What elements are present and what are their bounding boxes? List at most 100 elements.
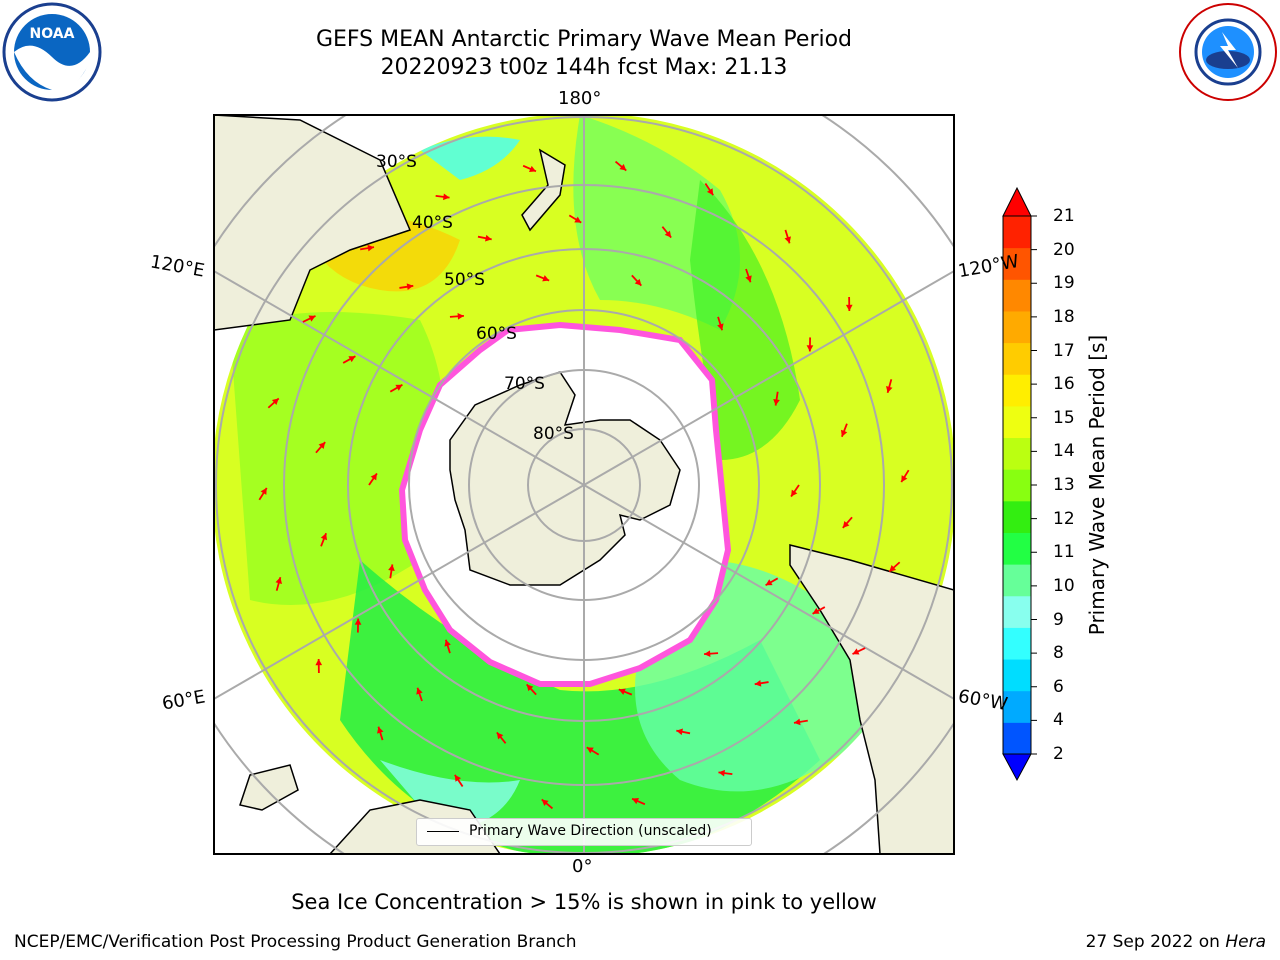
wave-period-band — [230, 312, 445, 605]
wave-arrow-head — [889, 564, 897, 572]
wave-arrow-head — [367, 244, 375, 252]
wave-arrow-head — [406, 283, 414, 291]
wave-arrow-head — [574, 216, 582, 223]
wave-arrow-head — [528, 165, 536, 172]
legend-line-swatch — [427, 831, 459, 832]
wave-arrow-head — [717, 323, 724, 331]
wave-arrow-head — [308, 315, 316, 322]
colorbar-bin — [1003, 500, 1031, 533]
colorbar-tick-label: 10 — [1053, 575, 1075, 596]
nws-logo — [1179, 3, 1277, 101]
colorbar-tick-label: 19 — [1053, 273, 1075, 294]
colorbar-bin — [1003, 690, 1031, 723]
wave-arrow-head — [318, 442, 326, 449]
wave-arrow-head — [541, 799, 549, 806]
wave-arrow-head — [260, 487, 267, 495]
colorbar-bin — [1003, 216, 1031, 249]
wave-arrow-head — [388, 564, 395, 572]
wave-arrow-head — [754, 679, 762, 687]
lat-label-60s: 60°S — [476, 324, 517, 344]
colorbar-tick-label: 14 — [1053, 441, 1075, 462]
wave-arrow-head — [586, 747, 594, 754]
wave-arrow-head — [454, 774, 462, 782]
wave-arrow-head — [320, 533, 328, 541]
wave-arrow-head — [632, 798, 640, 805]
wave-arrow-head — [886, 386, 893, 393]
footer-credit: NCEP/EMC/Verification Post Processing Pr… — [14, 932, 577, 952]
wave-arrow-head — [354, 618, 362, 625]
wave-arrow-head — [765, 579, 773, 586]
colorbar-tick-label: 18 — [1053, 306, 1075, 327]
wave-arrow-head — [718, 769, 725, 777]
wave-arrow-head — [485, 234, 492, 242]
wave-period-band — [690, 180, 800, 460]
colorbar-tick-label: 17 — [1053, 340, 1075, 361]
colorbar-tick-label: 4 — [1053, 710, 1064, 731]
colorbar-bin — [1003, 342, 1031, 375]
footer-machine: Hera — [1225, 932, 1266, 952]
wave-arrow-head — [496, 732, 504, 740]
colorbar-tick-label: 9 — [1053, 609, 1064, 630]
map-legend: Primary Wave Direction (unscaled) — [416, 818, 752, 846]
footer-date-text: 27 Sep 2022 on — [1085, 932, 1226, 952]
wave-arrow-head — [370, 473, 377, 481]
colorbar-bin — [1003, 247, 1031, 280]
colorbar-tick-label: 2 — [1053, 744, 1064, 764]
colorbar-bin — [1003, 595, 1031, 628]
wave-arrow-head — [773, 398, 780, 406]
wave-arrow-head — [395, 384, 403, 391]
colorbar-bin — [1003, 469, 1031, 502]
colorbar-tick-label: 16 — [1053, 374, 1075, 395]
colorbar-tick-label: 6 — [1053, 676, 1064, 697]
wave-arrow-head — [348, 356, 356, 363]
wave-arrow-head — [812, 607, 820, 614]
colorbar-bin — [1003, 279, 1031, 312]
lon-label-0: 0° — [572, 856, 593, 877]
wave-arrow-head — [793, 718, 801, 726]
legend-label: Primary Wave Direction (unscaled) — [469, 823, 712, 839]
wave-arrow-head — [618, 688, 626, 695]
wave-arrow-head — [275, 577, 282, 584]
colorbar-bin — [1003, 374, 1031, 407]
colorbar-under-extension — [1002, 753, 1032, 782]
colorbar-bin — [1003, 437, 1031, 470]
wave-arrow-head — [619, 164, 627, 171]
wave-arrow-head — [791, 489, 798, 497]
wave-arrow-head — [852, 648, 860, 655]
wave-arrow-head — [901, 475, 908, 483]
colorbar-tick-label: 21 — [1053, 206, 1075, 226]
colorbar-bin — [1003, 564, 1031, 597]
colorbar-tick-label: 15 — [1053, 407, 1075, 428]
australia — [214, 115, 412, 331]
wave-arrow-head — [745, 275, 752, 283]
colorbar-tick-label: 13 — [1053, 475, 1075, 495]
footer-date: 27 Sep 2022 on Hera — [1086, 932, 1266, 952]
wave-direction-arrows — [258, 160, 910, 810]
wave-arrow-head — [706, 188, 714, 196]
lon-label-180: 180° — [558, 88, 602, 109]
chart-title: GEFS MEAN Antarctic Primary Wave Mean Pe… — [315, 27, 853, 52]
wave-arrow-head — [806, 345, 814, 352]
wave-arrow-head — [444, 639, 451, 647]
lat-label-40s: 40°S — [412, 213, 453, 233]
colorbar-over-extension — [1002, 186, 1032, 217]
colorbar-tick-label: 12 — [1053, 508, 1075, 529]
colorbar-tick-label: 11 — [1053, 542, 1075, 563]
wave-arrow-head — [416, 687, 423, 695]
colorbar-bin — [1003, 659, 1031, 692]
wave-arrow-head — [842, 521, 850, 528]
noaa-logo: NOAA — [2, 2, 102, 102]
wave-arrow-head — [634, 278, 642, 286]
colorbar-bin — [1003, 627, 1031, 660]
antarctica — [449, 371, 681, 586]
wave-arrow-head — [784, 236, 791, 244]
chart-subtitle: 20220923 t00z 144h fcst Max: 21.13 — [380, 55, 788, 80]
new-zealand — [521, 148, 566, 232]
wave-arrow-head — [704, 650, 711, 658]
lat-label-70s: 70°S — [504, 374, 545, 394]
wave-arrow-head — [845, 304, 853, 312]
wave-arrow-head — [664, 230, 672, 238]
wave-arrow-head — [526, 684, 534, 692]
colorbar-label: Primary Wave Mean Period [s] — [1085, 334, 1109, 636]
